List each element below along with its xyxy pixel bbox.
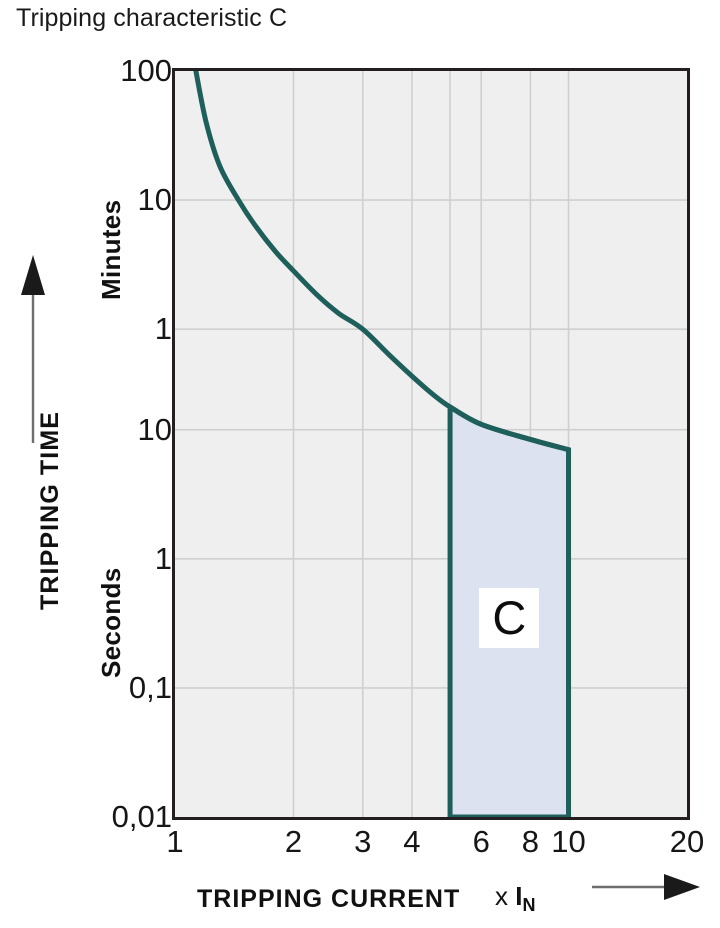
x-tick-label: 4 [403, 824, 421, 859]
y-tick-label: 1 [154, 311, 172, 347]
plot-area [172, 68, 690, 820]
x-tick-label: 2 [284, 824, 303, 859]
x-tick-label: 20 [669, 824, 705, 859]
up-arrow-icon [21, 255, 45, 445]
x-axis-multiplier-symbol: I [515, 881, 523, 911]
y-tick-label: 10 [137, 411, 172, 447]
y-tick-label: 0,01 [111, 799, 172, 834]
x-tick-label: 3 [354, 824, 372, 859]
y-tick-label: 10 [137, 182, 172, 218]
x-tick-label: 6 [472, 824, 490, 859]
tripping-curve [193, 71, 572, 453]
x-tick-label: 8 [521, 824, 540, 859]
band-label-c: C [479, 587, 540, 648]
page-title: Tripping characteristic C [16, 4, 288, 32]
x-axis-title: TRIPPING CURRENT [197, 885, 461, 913]
right-arrow-icon [592, 874, 700, 900]
x-tick-label: 1 [166, 824, 184, 859]
x-axis-multiplier: x IN [495, 881, 535, 916]
y-tick-label: 1 [154, 540, 172, 576]
y-tick-label: 0,1 [128, 669, 172, 705]
plot-canvas [175, 71, 687, 817]
x-axis-multiplier-prefix: x [495, 881, 516, 911]
x-tick-label: 10 [551, 824, 586, 859]
y-gridlines [175, 199, 687, 689]
x-axis-tick-labels: 1 2 3 4 6 8 10 20 [0, 826, 720, 874]
y-tick-label: 100 [120, 53, 172, 88]
x-axis-multiplier-subscript: N [522, 895, 536, 916]
